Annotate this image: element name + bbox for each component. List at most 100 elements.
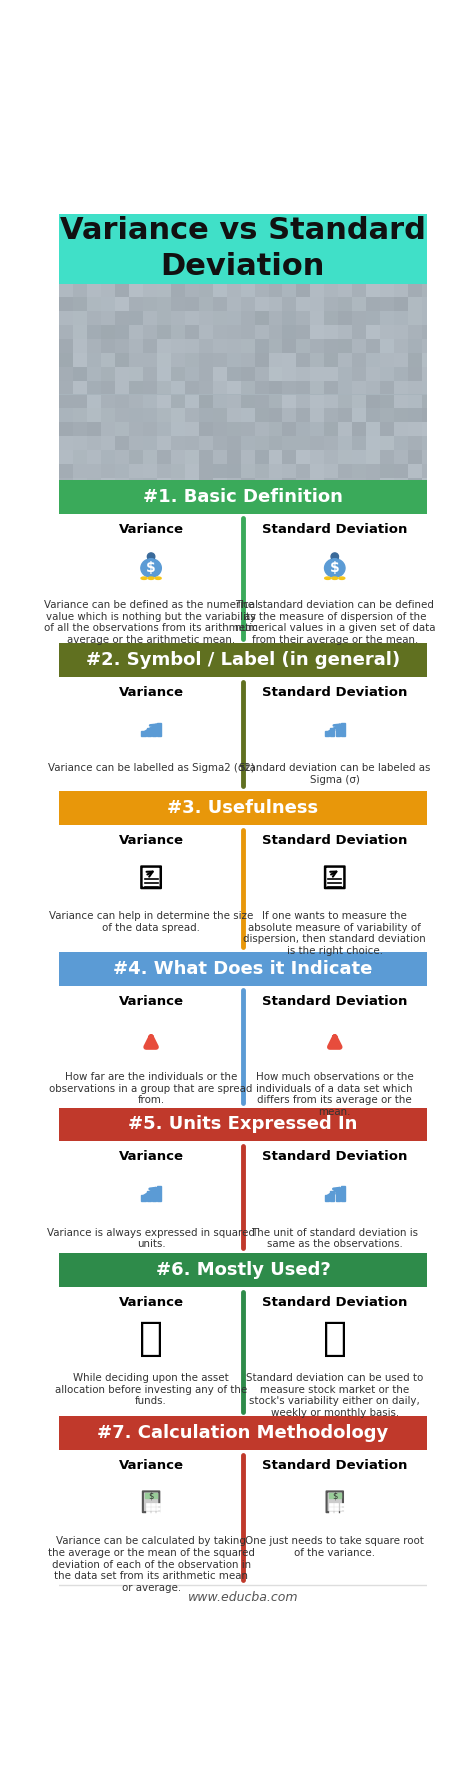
Bar: [283, 450, 296, 464]
Bar: [408, 298, 422, 311]
Bar: [255, 354, 268, 366]
Bar: [255, 284, 268, 298]
Bar: [241, 409, 255, 421]
Bar: [380, 380, 394, 395]
Text: Variance: Variance: [118, 523, 183, 536]
Bar: [185, 325, 199, 339]
Text: Variance can be labelled as Sigma2 (σ2): Variance can be labelled as Sigma2 (σ2): [48, 763, 255, 773]
Bar: [73, 339, 87, 354]
Bar: [101, 436, 115, 450]
Bar: [171, 298, 185, 311]
Bar: [336, 1188, 339, 1200]
Bar: [129, 339, 143, 354]
Bar: [380, 311, 394, 325]
Bar: [338, 311, 352, 325]
Bar: [59, 1584, 427, 1606]
Text: Variance: Variance: [118, 686, 183, 698]
Bar: [59, 395, 73, 409]
Bar: [87, 477, 101, 491]
Bar: [143, 366, 157, 380]
Bar: [241, 436, 255, 450]
Bar: [380, 395, 394, 409]
Bar: [157, 450, 171, 464]
Bar: [352, 339, 366, 354]
Bar: [296, 339, 310, 354]
Bar: [157, 366, 171, 380]
Bar: [366, 339, 380, 354]
Bar: [394, 395, 408, 409]
Bar: [73, 354, 87, 366]
Bar: [268, 380, 283, 395]
Bar: [59, 380, 73, 395]
Bar: [59, 339, 73, 354]
Bar: [241, 284, 255, 298]
Bar: [352, 477, 366, 491]
Bar: [352, 395, 366, 409]
Bar: [115, 298, 129, 311]
Bar: [255, 380, 268, 395]
Bar: [324, 298, 338, 311]
Bar: [330, 1191, 334, 1200]
Bar: [394, 477, 408, 491]
Bar: [310, 354, 324, 366]
Bar: [241, 325, 255, 339]
Bar: [334, 1502, 338, 1506]
Bar: [310, 436, 324, 450]
Bar: [408, 325, 422, 339]
Bar: [199, 339, 213, 354]
Bar: [255, 366, 268, 380]
Bar: [283, 421, 296, 436]
Bar: [143, 325, 157, 339]
Bar: [146, 729, 151, 736]
Text: Standard Deviation: Standard Deviation: [262, 1297, 408, 1309]
Bar: [394, 311, 408, 325]
Bar: [227, 284, 241, 298]
Bar: [59, 354, 73, 366]
Bar: [338, 464, 352, 477]
Bar: [296, 464, 310, 477]
Bar: [422, 477, 436, 491]
Bar: [59, 480, 427, 514]
Bar: [324, 339, 338, 354]
Bar: [366, 409, 380, 421]
Bar: [129, 464, 143, 477]
Bar: [339, 1511, 344, 1515]
Bar: [171, 395, 185, 409]
Text: How far are the individuals or the
observations in a group that are spread
from.: How far are the individuals or the obser…: [49, 1072, 253, 1106]
Bar: [268, 325, 283, 339]
Bar: [157, 311, 171, 325]
Bar: [143, 380, 157, 395]
Bar: [380, 409, 394, 421]
Bar: [394, 464, 408, 477]
Bar: [338, 450, 352, 464]
Bar: [157, 477, 171, 491]
Bar: [59, 952, 427, 986]
Bar: [213, 284, 227, 298]
Bar: [268, 421, 283, 436]
Bar: [199, 354, 213, 366]
Bar: [352, 450, 366, 464]
Bar: [352, 311, 366, 325]
Bar: [227, 366, 241, 380]
Bar: [171, 311, 185, 325]
Bar: [310, 464, 324, 477]
Bar: [394, 436, 408, 450]
Bar: [171, 464, 185, 477]
Text: Standard deviation can be labeled as
Sigma (σ): Standard deviation can be labeled as Sig…: [239, 763, 430, 784]
Bar: [394, 325, 408, 339]
Bar: [394, 366, 408, 380]
Bar: [255, 436, 268, 450]
Bar: [283, 409, 296, 421]
Bar: [101, 339, 115, 354]
Bar: [338, 339, 352, 354]
Bar: [185, 311, 199, 325]
Bar: [296, 325, 310, 339]
Bar: [101, 464, 115, 477]
Bar: [241, 477, 255, 491]
Bar: [213, 477, 227, 491]
Bar: [325, 730, 329, 736]
Text: Variance: Variance: [118, 1150, 183, 1163]
Ellipse shape: [332, 577, 338, 579]
Bar: [380, 339, 394, 354]
Bar: [227, 311, 241, 325]
